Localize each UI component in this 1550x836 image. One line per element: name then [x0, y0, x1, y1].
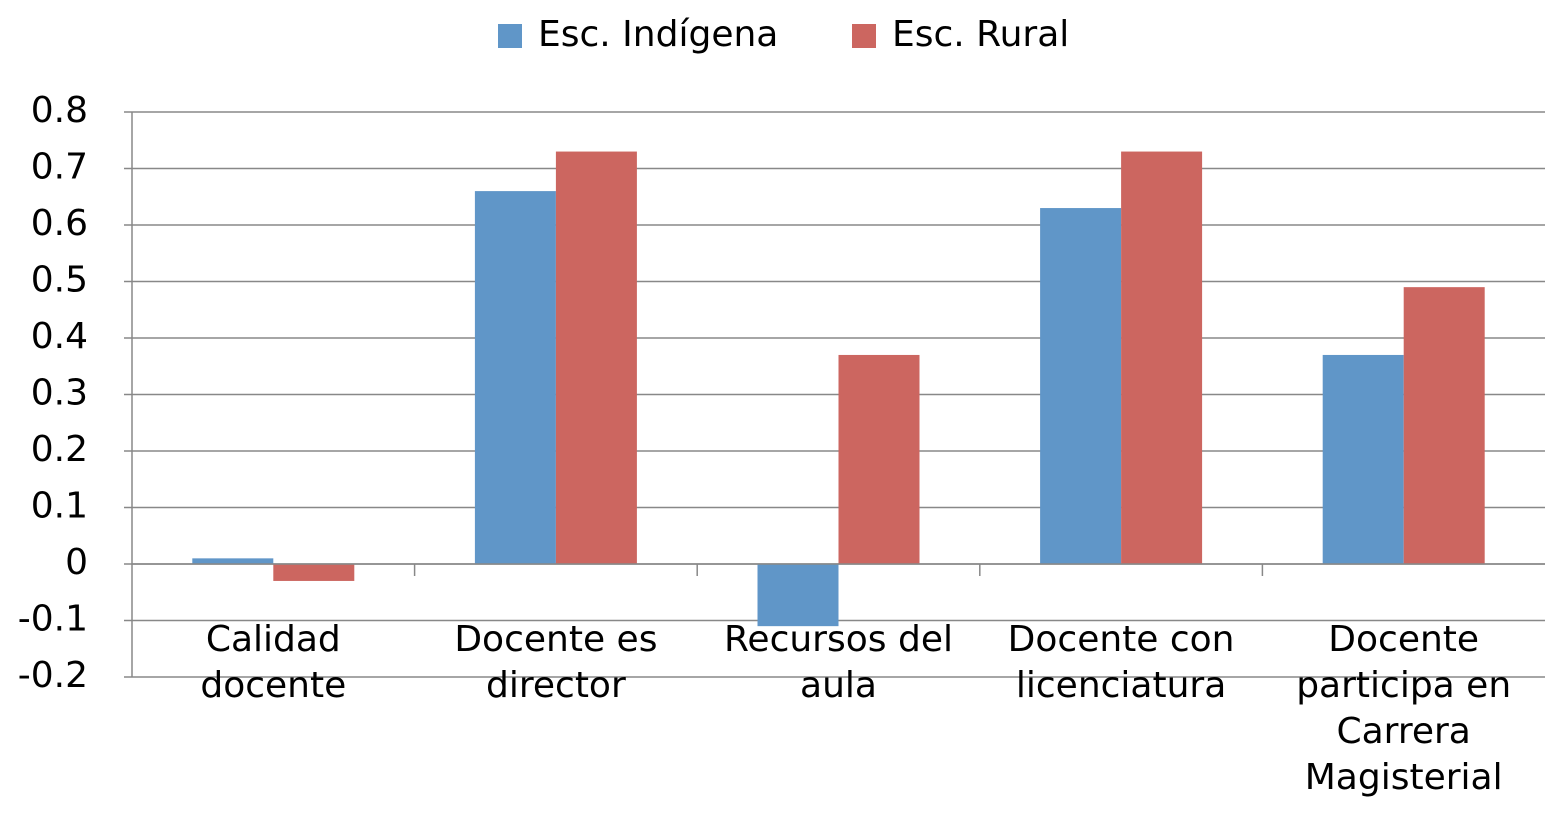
x-tick-label: Calidad docente — [200, 619, 347, 706]
bar — [757, 564, 839, 627]
y-tick-label: 0.6 — [31, 203, 88, 244]
y-tick-label: 0.1 — [31, 486, 88, 527]
y-tick-label: 0.5 — [31, 260, 88, 301]
y-tick-label: 0.2 — [31, 429, 88, 470]
bar — [1040, 208, 1122, 565]
bar — [273, 564, 355, 581]
y-tick-label: 0.4 — [31, 316, 88, 357]
legend-swatch — [852, 24, 876, 48]
y-tick-label: 0.7 — [31, 147, 88, 188]
bar — [474, 191, 556, 564]
bar — [555, 151, 637, 565]
y-tick-label: 0.8 — [31, 90, 88, 131]
y-tick-label: 0 — [65, 542, 88, 583]
bar — [1403, 287, 1485, 564]
x-tick-label: Docente participa en Carrera Magisterial — [1296, 619, 1512, 798]
legend-label: Esc. Rural — [892, 14, 1069, 55]
bar — [1322, 354, 1404, 564]
x-tick-label: Docente es director — [454, 619, 658, 706]
x-tick-label: Recursos del aula — [724, 619, 953, 706]
bar — [1121, 151, 1203, 565]
bar — [838, 354, 920, 564]
y-tick-label: -0.2 — [18, 655, 88, 696]
legend-swatch — [498, 24, 522, 48]
y-tick-label: 0.3 — [31, 373, 88, 414]
bar — [192, 558, 274, 564]
y-tick-label: -0.1 — [18, 599, 88, 640]
legend-label: Esc. Indígena — [538, 14, 778, 55]
x-tick-label: Docente con licenciatura — [1007, 619, 1235, 706]
